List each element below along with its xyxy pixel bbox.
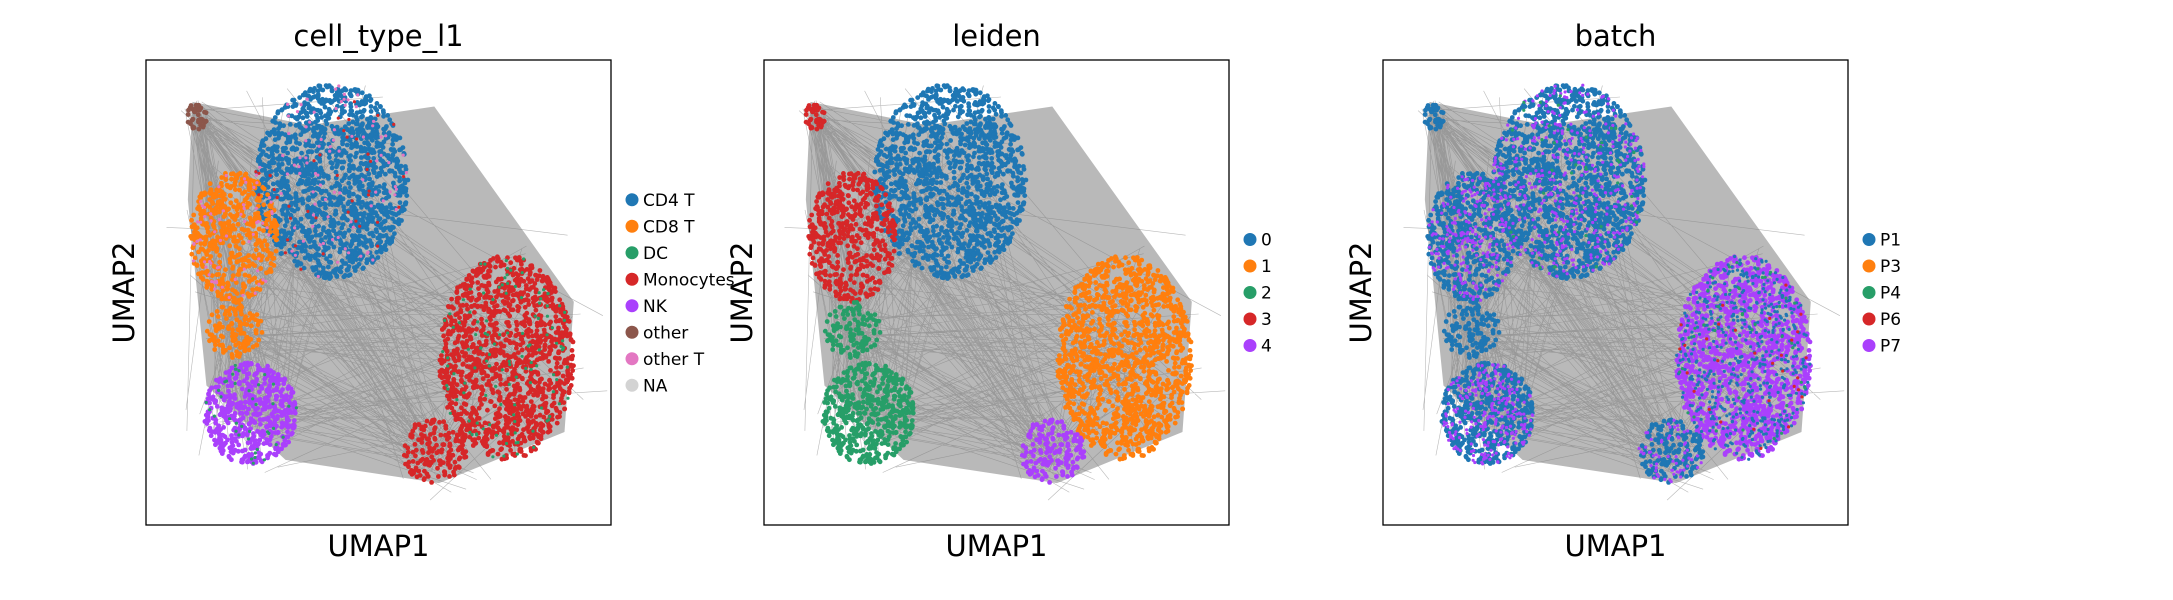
legend-label: P7 <box>1880 337 1901 357</box>
legend-label: P3 <box>1880 257 1901 277</box>
y-axis-label: UMAP2 <box>107 241 141 343</box>
legend: 0 1 2 3 4 <box>1243 231 1272 357</box>
points-2 <box>820 360 916 466</box>
legend-label: 2 <box>1261 284 1272 304</box>
y-axis-label: UMAP2 <box>725 241 759 343</box>
legend-marker <box>1243 312 1257 326</box>
points-p7 <box>1674 254 1813 462</box>
points-p7-mixed <box>1637 418 1703 484</box>
points-1 <box>1055 254 1194 462</box>
legend-label: 0 <box>1261 231 1272 251</box>
legend: P1 P3 P4 P6 P7 <box>1862 231 1901 357</box>
points-dc-mixed <box>441 257 570 459</box>
legend-label: P4 <box>1880 284 1901 304</box>
points-p1 <box>1441 300 1502 360</box>
legend-label: CD8 T <box>643 217 695 237</box>
legend-label: 3 <box>1261 310 1272 330</box>
legend-marker <box>1862 286 1876 299</box>
x-axis-label: UMAP1 <box>1564 529 1666 563</box>
points-monocytes <box>401 417 469 485</box>
legend-label: other T <box>643 350 705 370</box>
legend-label: 1 <box>1261 257 1272 277</box>
panel-2: leiden UMAP1 UMAP2 0 1 2 3 4 <box>725 19 1272 563</box>
points-p7-mixed <box>1492 83 1646 278</box>
legend-marker <box>1243 233 1257 246</box>
points-4 <box>1019 417 1087 485</box>
axes-frame <box>1382 59 1849 526</box>
legend-label: CD4 T <box>643 191 695 211</box>
points-cd8-t <box>188 170 280 304</box>
cell-points <box>185 83 576 485</box>
points-cd8-t <box>204 300 265 360</box>
legend-marker <box>1862 259 1876 273</box>
legend-marker <box>1243 339 1257 352</box>
panel-1: cell_type_l1 UMAP1 UMAP2 CD4 T CD8 T DC Monocy… <box>107 19 735 563</box>
legend-marker <box>625 246 639 260</box>
legend-label: DC <box>643 244 668 264</box>
legend-marker <box>625 325 639 339</box>
panel-title: batch <box>1575 19 1657 53</box>
points-other-t-mixed <box>191 174 274 300</box>
legend-marker <box>1243 286 1257 299</box>
legend-marker <box>625 378 639 392</box>
points-p4-mixed <box>1678 261 1807 441</box>
scatter-area <box>784 83 1226 501</box>
legend-marker <box>625 352 639 366</box>
points-p4-mixed <box>1509 94 1640 270</box>
axes-frame <box>145 59 612 526</box>
legend-marker <box>625 219 639 233</box>
legend-label: P1 <box>1880 231 1901 251</box>
legend-marker <box>1243 259 1257 273</box>
y-axis-label: UMAP2 <box>1344 241 1378 343</box>
legend-label: Monocytes <box>643 270 735 290</box>
points-other-t-mixed <box>254 84 408 279</box>
panel-title: leiden <box>952 19 1041 53</box>
legend-label: P6 <box>1880 310 1901 330</box>
points-p6-mixed <box>1678 283 1808 450</box>
legend-marker <box>625 193 639 207</box>
points-2 <box>822 300 883 360</box>
scatter-area <box>1403 83 1845 501</box>
points-p1 <box>1422 102 1446 132</box>
legend-label: other <box>643 323 688 343</box>
panel-title: cell_type_l1 <box>293 19 463 53</box>
x-axis-label: UMAP1 <box>327 529 429 563</box>
points-p7-mixed <box>1442 363 1535 466</box>
legend-marker <box>1862 233 1876 246</box>
cell-points <box>803 83 1194 485</box>
scatter-area <box>166 83 608 501</box>
points-other <box>185 102 209 132</box>
legend-label: 4 <box>1261 337 1272 357</box>
cell-points <box>1422 83 1813 485</box>
x-axis-label: UMAP1 <box>945 529 1047 563</box>
points-monocytes <box>437 254 576 462</box>
legend: CD4 T CD8 T DC Monocytes NK other other T NA <box>625 191 735 396</box>
legend-label: NA <box>643 376 668 396</box>
legend-marker <box>625 272 639 286</box>
points-p7-mixed <box>1427 175 1515 302</box>
points-nk <box>202 360 298 466</box>
legend-marker <box>625 299 639 313</box>
points-p1-mixed <box>1675 254 1812 461</box>
points-3 <box>803 102 827 132</box>
points-dc-mixed <box>204 363 298 465</box>
legend-marker <box>1862 339 1876 352</box>
points-monocytes-mixed <box>254 100 406 271</box>
points-3 <box>806 170 898 304</box>
axes-frame <box>763 59 1230 526</box>
panel-3: batch UMAP1 UMAP2 P1 P3 P4 P6 P7 <box>1344 19 1901 563</box>
legend-label: NK <box>643 297 668 317</box>
legend-marker <box>1862 312 1876 326</box>
